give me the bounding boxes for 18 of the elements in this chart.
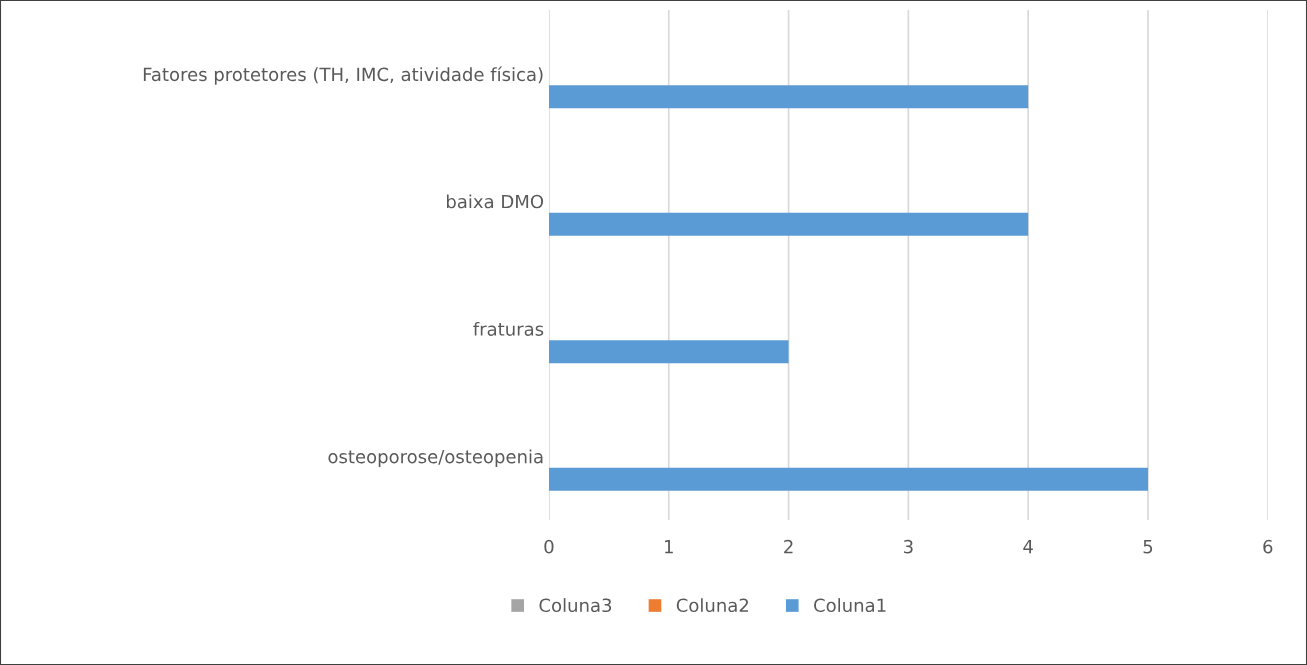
x-tick-label: 4 — [1023, 540, 1033, 554]
x-tick-label: 3 — [904, 539, 913, 554]
y-tick-label: fraturas — [473, 321, 544, 336]
x-tick-label: 6 — [1263, 539, 1273, 554]
legend-label: Coluna1 — [814, 598, 886, 613]
bar — [548, 212, 1029, 236]
legend-label: Coluna3 — [539, 598, 612, 613]
bar — [548, 340, 789, 364]
y-tick-label: Fatores protetores (TH, IMC, atividade física) — [143, 66, 543, 85]
y-tick-label: osteoporose/osteopenia — [328, 449, 543, 467]
x-tick-label: 0 — [544, 539, 554, 554]
bar — [548, 467, 1148, 491]
y-tick-label: baixa DMO — [446, 194, 544, 209]
legend-label: Coluna2 — [676, 598, 749, 613]
bar — [548, 85, 1029, 109]
x-tick-label: 5 — [1143, 540, 1153, 554]
x-tick-label: 1 — [664, 540, 673, 554]
x-tick-label: 2 — [784, 539, 793, 554]
